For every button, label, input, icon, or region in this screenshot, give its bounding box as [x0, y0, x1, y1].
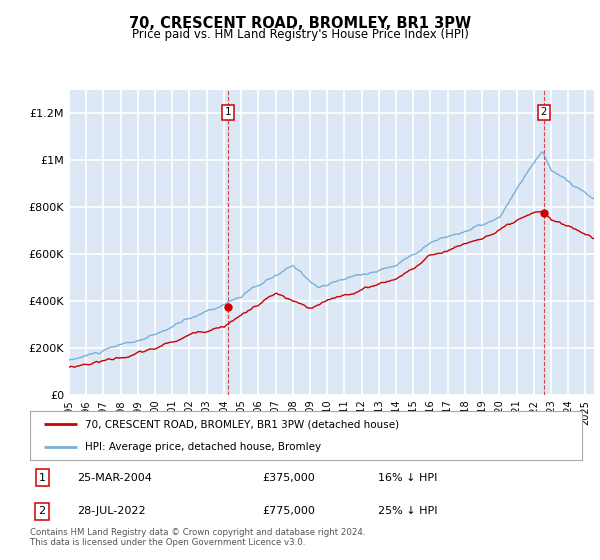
- Text: 16% ↓ HPI: 16% ↓ HPI: [378, 473, 437, 483]
- Text: 1: 1: [225, 108, 231, 118]
- Text: £375,000: £375,000: [262, 473, 314, 483]
- Text: 2: 2: [38, 506, 46, 516]
- Text: Contains HM Land Registry data © Crown copyright and database right 2024.
This d: Contains HM Land Registry data © Crown c…: [30, 528, 365, 547]
- Text: 25-MAR-2004: 25-MAR-2004: [77, 473, 152, 483]
- Text: Price paid vs. HM Land Registry's House Price Index (HPI): Price paid vs. HM Land Registry's House …: [131, 28, 469, 41]
- Text: 2: 2: [541, 108, 547, 118]
- Text: 70, CRESCENT ROAD, BROMLEY, BR1 3PW (detached house): 70, CRESCENT ROAD, BROMLEY, BR1 3PW (det…: [85, 419, 400, 430]
- Text: 25% ↓ HPI: 25% ↓ HPI: [378, 506, 437, 516]
- Text: 70, CRESCENT ROAD, BROMLEY, BR1 3PW: 70, CRESCENT ROAD, BROMLEY, BR1 3PW: [129, 16, 471, 31]
- Text: 1: 1: [38, 473, 46, 483]
- Text: 28-JUL-2022: 28-JUL-2022: [77, 506, 146, 516]
- Text: £775,000: £775,000: [262, 506, 315, 516]
- Text: HPI: Average price, detached house, Bromley: HPI: Average price, detached house, Brom…: [85, 442, 322, 452]
